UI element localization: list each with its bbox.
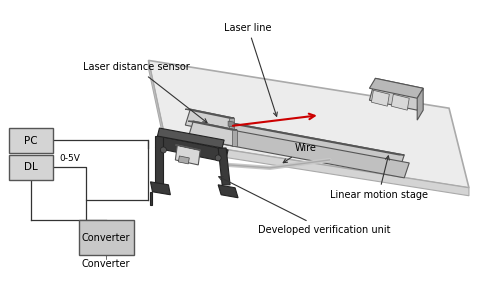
Polygon shape (370, 78, 423, 110)
Polygon shape (200, 125, 409, 178)
Polygon shape (372, 90, 390, 106)
Polygon shape (188, 121, 237, 146)
Polygon shape (148, 61, 166, 148)
Polygon shape (186, 109, 234, 134)
Polygon shape (178, 156, 190, 164)
Polygon shape (417, 88, 423, 120)
Polygon shape (158, 128, 224, 148)
Polygon shape (188, 121, 237, 130)
Bar (9, 128, 53, 153)
Text: 0-5V: 0-5V (59, 154, 80, 163)
Text: Wire: Wire (283, 143, 316, 163)
Polygon shape (166, 140, 469, 196)
Polygon shape (370, 78, 423, 98)
Polygon shape (150, 182, 171, 195)
Polygon shape (156, 136, 164, 185)
Text: Linear motion stage: Linear motion stage (330, 156, 428, 200)
Bar (79, 220, 134, 255)
Text: Laser line: Laser line (224, 23, 278, 116)
Polygon shape (176, 145, 200, 165)
Polygon shape (218, 148, 230, 185)
Polygon shape (196, 117, 404, 155)
Polygon shape (176, 145, 200, 150)
Text: Developed verification unit: Developed verification unit (219, 177, 390, 235)
Polygon shape (218, 185, 238, 198)
Circle shape (160, 147, 166, 153)
Text: Laser distance sensor: Laser distance sensor (83, 62, 207, 123)
Text: Converter: Converter (82, 260, 130, 269)
Text: DL: DL (24, 162, 38, 172)
Polygon shape (232, 130, 237, 146)
Polygon shape (148, 61, 469, 188)
Polygon shape (392, 94, 409, 110)
Polygon shape (156, 136, 228, 162)
Polygon shape (150, 192, 152, 205)
Circle shape (215, 155, 221, 161)
Bar (9, 155, 53, 180)
Text: PC: PC (24, 136, 38, 146)
Text: Converter: Converter (82, 233, 130, 243)
Polygon shape (229, 118, 234, 134)
Polygon shape (228, 121, 234, 127)
Polygon shape (196, 117, 404, 170)
Polygon shape (186, 109, 234, 118)
